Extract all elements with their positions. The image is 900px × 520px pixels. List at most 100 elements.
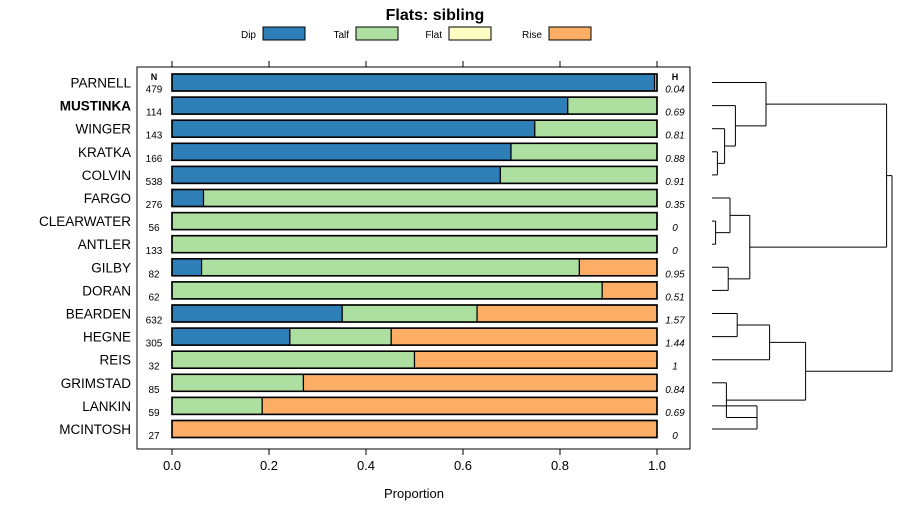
bar-segment-talf (171, 350, 416, 369)
n-value: 82 (148, 269, 160, 280)
bar-row: COLVIN 538 0.91 (82, 165, 685, 188)
bar-segment-talf (202, 188, 658, 208)
bar-segment-talf (534, 119, 658, 138)
n-column-header: N (151, 72, 158, 82)
bar-row: LANKIN 59 0.69 (82, 396, 685, 419)
n-value: 32 (148, 362, 160, 373)
bar-segment-dip (171, 142, 512, 161)
n-value: 62 (148, 292, 160, 303)
bar-row: CLEARWATER 56 0 (39, 211, 678, 234)
bar-segment-dip (171, 96, 569, 115)
bar-outline (171, 165, 658, 185)
bar-row: KRATKA 166 0.88 (78, 142, 685, 165)
row-label: MUSTINKA (60, 99, 131, 114)
h-value: 0 (672, 223, 678, 234)
bar-row: MCINTOSH 27 0 (59, 419, 678, 442)
bar-row: WINGER 143 0.81 (76, 119, 685, 142)
x-tick-label: 1.0 (648, 458, 666, 473)
x-axis: 0.0 0.2 0.4 0.6 0.8 1.0 (163, 61, 666, 473)
x-tick-label: 0.6 (454, 458, 472, 473)
n-value: 538 (146, 177, 163, 188)
row-label: GILBY (91, 260, 131, 275)
n-value: 166 (146, 154, 163, 165)
n-value: 114 (146, 108, 162, 119)
bar-segment-dip (171, 188, 205, 208)
dendrogram (712, 82, 893, 430)
bar-segment-talf (171, 396, 263, 415)
h-value: 0.84 (665, 385, 685, 396)
bar-outline (171, 142, 658, 162)
n-value: 143 (146, 131, 163, 142)
legend-swatch-dip (262, 26, 306, 41)
legend-label-talf: Talf (333, 30, 349, 41)
legend-swatch-talf (355, 26, 399, 41)
x-tick-label: 0.4 (357, 458, 375, 473)
bar-row: PARNELL 479 0.04 (70, 73, 685, 96)
bar-row: MUSTINKA 114 0.69 (60, 96, 685, 119)
row-label: REIS (99, 353, 131, 368)
legend-label-flat: Flat (425, 30, 442, 41)
n-value: 85 (148, 385, 160, 396)
bar-outline (171, 234, 658, 254)
legend-swatch-rise (548, 26, 592, 41)
row-label: CLEARWATER (39, 214, 131, 229)
bar-segment-rise (171, 419, 658, 439)
bar-segment-talf (341, 304, 478, 323)
bar-segment-rise (601, 281, 658, 300)
x-tick-label: 0.8 (551, 458, 569, 473)
h-value: 1 (672, 362, 678, 373)
bar-segment-talf (171, 373, 305, 392)
row-label: KRATKA (78, 145, 131, 160)
bar-segment-talf (171, 212, 658, 231)
bar-segment-talf (171, 281, 603, 300)
h-value: 0.91 (665, 177, 684, 188)
bar-segment-talf (567, 96, 658, 115)
chart-title: Flats: sibling (386, 7, 485, 24)
bar-row: GRIMSTAD 85 0.84 (61, 373, 685, 396)
bar-segment-rise (261, 396, 658, 415)
bar-segment-talf (510, 142, 658, 161)
bar-outline (171, 257, 658, 277)
bar-outline (171, 304, 658, 323)
bar-outline (171, 327, 658, 346)
bar-outline (171, 281, 658, 300)
h-value: 0.35 (665, 200, 685, 211)
h-value: 0.51 (665, 292, 684, 303)
row-label: BEARDEN (66, 307, 131, 322)
row-label: WINGER (76, 122, 132, 137)
n-value: 133 (146, 246, 163, 257)
bar-segment-dip (171, 119, 536, 138)
x-axis-label: Proportion (384, 486, 444, 501)
h-value: 1.57 (665, 316, 685, 327)
bar-segment-talf (200, 258, 581, 277)
bar-row: GILBY 82 0.95 (91, 257, 685, 280)
n-value: 56 (148, 223, 160, 234)
legend: Dip Talf Flat Rise (241, 26, 592, 41)
h-value: 0.04 (665, 85, 685, 96)
bar-segment-talf (171, 235, 658, 254)
bar-segment-rise (390, 327, 658, 346)
n-value: 59 (148, 408, 160, 419)
bar-outline (171, 211, 658, 231)
h-value: 0.88 (665, 154, 685, 165)
bar-segment-dip (171, 304, 343, 323)
n-value: 276 (146, 200, 163, 211)
bar-segment-rise (413, 350, 658, 369)
bar-row: REIS 32 1 (99, 350, 678, 373)
n-value: 632 (146, 316, 163, 327)
bar-outline (171, 419, 658, 439)
n-value: 305 (146, 339, 163, 350)
bar-segment-dip (171, 258, 203, 277)
h-value: 0.95 (665, 269, 685, 280)
n-value: 479 (146, 85, 163, 96)
n-value: 27 (148, 431, 160, 442)
bar-row: ANTLER 133 0 (78, 234, 678, 257)
row-label: LANKIN (82, 399, 131, 414)
h-value: 0.69 (665, 108, 685, 119)
bar-segment-talf (499, 165, 658, 184)
bar-segment-rise (578, 258, 658, 277)
h-value: 0.69 (665, 408, 685, 419)
legend-swatch-flat (448, 26, 492, 41)
bar-outline (171, 96, 658, 115)
bar-segment-rise (302, 373, 658, 392)
